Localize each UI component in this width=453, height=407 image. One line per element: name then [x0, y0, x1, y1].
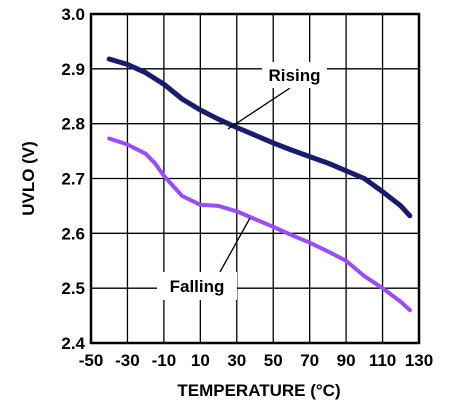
y-tick-label: 2.8 [61, 115, 85, 134]
series-annotation-label: Falling [170, 277, 225, 296]
y-tick-label: 2.9 [61, 60, 85, 79]
x-tick-label: -30 [115, 351, 140, 370]
x-axis-label: TEMPERATURE (°C) [177, 381, 340, 400]
x-tick-label: 10 [191, 351, 210, 370]
annotation-leader-line [227, 87, 291, 130]
annotation-leader-line [219, 217, 251, 273]
series-annotation-label: Rising [269, 66, 321, 85]
y-tick-label: 2.5 [61, 279, 85, 298]
plot-frame [89, 12, 421, 345]
x-tick-label: 110 [369, 351, 396, 370]
y-axis-label: UVLO (V) [19, 141, 38, 216]
x-tick-label: -50 [79, 351, 104, 370]
x-tick-label: 30 [227, 351, 246, 370]
annotation-box [262, 62, 327, 88]
rising-series-line [106, 56, 413, 219]
y-tick-labels: 2.4 2.5 2.6 2.7 2.8 2.9 3.0 [61, 5, 85, 353]
y-tick-label: 2.4 [61, 334, 85, 353]
falling-series-line [107, 136, 412, 313]
y-tick-label: 3.0 [61, 5, 85, 24]
grid-lines [91, 14, 419, 343]
x-tick-labels: -50 -30 -10 10 30 50 70 90 110 130 [79, 351, 433, 370]
x-tick-label: -10 [152, 351, 177, 370]
x-tick-label: 70 [300, 351, 319, 370]
series-lines [106, 56, 413, 313]
x-tick-label: 50 [264, 351, 283, 370]
y-tick-label: 2.7 [61, 170, 85, 189]
annotations: Rising Falling [157, 62, 327, 300]
annotation-box [157, 272, 237, 300]
y-tick-label: 2.6 [61, 224, 85, 243]
x-tick-label: 130 [405, 351, 433, 370]
x-tick-label: 90 [337, 351, 356, 370]
